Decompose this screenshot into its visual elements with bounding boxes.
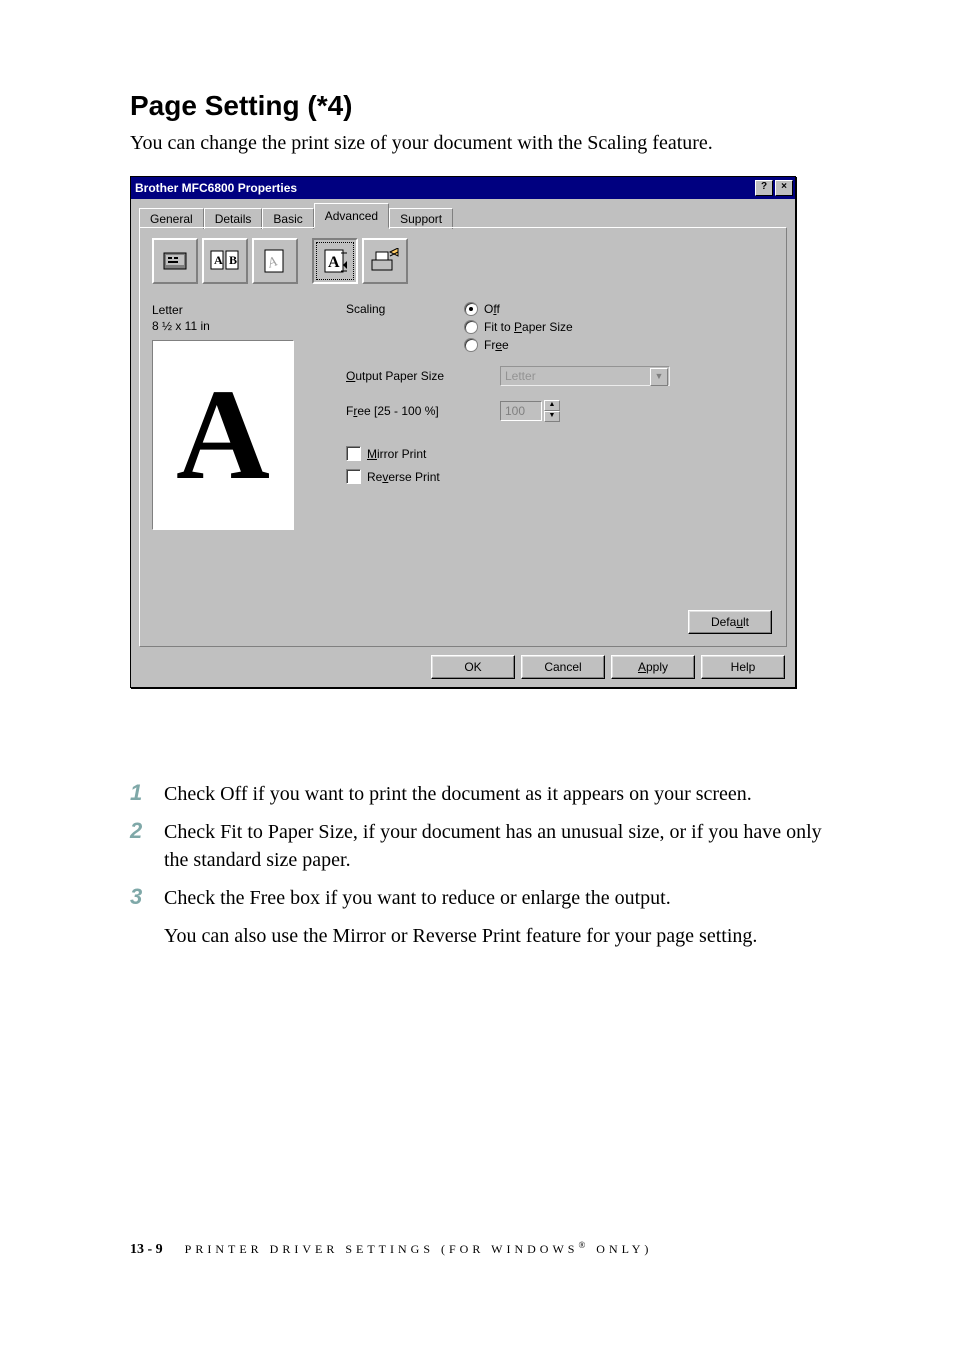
- scaling-label: Scaling: [346, 302, 464, 316]
- radio-free-dot: [464, 338, 478, 352]
- ok-button[interactable]: OK: [431, 655, 515, 679]
- mirror-print-checkbox[interactable]: Mirror Print: [346, 446, 774, 461]
- free-percent-input: [500, 401, 542, 421]
- tab-support[interactable]: Support: [389, 208, 453, 229]
- radio-free[interactable]: Free: [464, 338, 573, 352]
- default-button[interactable]: Default: [688, 610, 772, 634]
- duplex-icon[interactable]: A B: [202, 238, 248, 284]
- tab-basic[interactable]: Basic: [262, 208, 313, 229]
- paper-info: Letter 8 ½ x 11 in: [152, 302, 322, 334]
- tab-general[interactable]: General: [139, 208, 204, 229]
- tab-details[interactable]: Details: [204, 208, 263, 229]
- toolbar: A B A: [152, 238, 774, 284]
- svg-text:A: A: [328, 254, 340, 271]
- tab-advanced[interactable]: Advanced: [314, 203, 389, 228]
- watermark-icon[interactable]: A: [252, 238, 298, 284]
- page-setting-icon[interactable]: A: [312, 238, 358, 284]
- paper-dims: 8 ½ x 11 in: [152, 319, 210, 333]
- reverse-checkbox-box: [346, 469, 361, 484]
- close-icon[interactable]: ×: [775, 180, 793, 196]
- paper-preview: A: [152, 340, 294, 530]
- reverse-label: Reverse Print: [367, 470, 440, 484]
- after-note: You can also use the Mirror or Reverse P…: [164, 922, 834, 950]
- radio-free-label: Free: [484, 338, 509, 352]
- output-size-label: Output Paper Size: [346, 369, 478, 383]
- advanced-panel: A B A: [139, 227, 787, 647]
- properties-dialog: Brother MFC6800 Properties ? × General D…: [130, 176, 796, 688]
- radio-off[interactable]: Off: [464, 302, 573, 316]
- svg-text:B: B: [229, 253, 237, 267]
- cancel-button[interactable]: Cancel: [521, 655, 605, 679]
- radio-off-dot: [464, 302, 478, 316]
- page-footer: 13 - 9 PRINTER DRIVER SETTINGS (FOR WIND…: [0, 1240, 954, 1298]
- reverse-print-checkbox[interactable]: Reverse Print: [346, 469, 774, 484]
- section-heading: Page Setting (*4): [130, 90, 834, 122]
- device-options-icon[interactable]: [362, 238, 408, 284]
- intro-text: You can change the print size of your do…: [130, 130, 834, 156]
- radio-fit-label: Fit to Paper Size: [484, 320, 573, 334]
- titlebar: Brother MFC6800 Properties ? ×: [131, 177, 795, 199]
- mirror-label: Mirror Print: [367, 447, 426, 461]
- paper-name: Letter: [152, 303, 183, 317]
- help-icon[interactable]: ?: [755, 180, 773, 196]
- step-3: Check the Free box if you want to reduce…: [130, 884, 834, 912]
- help-button[interactable]: Help: [701, 655, 785, 679]
- output-size-select: Letter: [500, 366, 670, 386]
- spin-down-icon: ▼: [544, 411, 560, 422]
- mirror-checkbox-box: [346, 446, 361, 461]
- free-range-label: Free [25 - 100 %]: [346, 404, 478, 418]
- apply-button[interactable]: Apply: [611, 655, 695, 679]
- radio-fit[interactable]: Fit to Paper Size: [464, 320, 573, 334]
- spin-up-icon: ▲: [544, 400, 560, 411]
- steps-list: Check Off if you want to print the docum…: [130, 780, 834, 912]
- tabstrip: General Details Basic Advanced Support: [139, 205, 787, 227]
- svg-text:A: A: [214, 253, 223, 267]
- step-1: Check Off if you want to print the docum…: [130, 780, 834, 808]
- quality-icon[interactable]: [152, 238, 198, 284]
- step-2: Check Fit to Paper Size, if your documen…: [130, 818, 834, 874]
- radio-off-label: Off: [484, 302, 500, 316]
- preview-glyph: A: [176, 370, 270, 500]
- chapter-title: PRINTER DRIVER SETTINGS (FOR WINDOWS® ON…: [185, 1242, 653, 1256]
- dialog-title: Brother MFC6800 Properties: [135, 181, 297, 195]
- radio-fit-dot: [464, 320, 478, 334]
- page-number: 13 - 9: [130, 1242, 163, 1257]
